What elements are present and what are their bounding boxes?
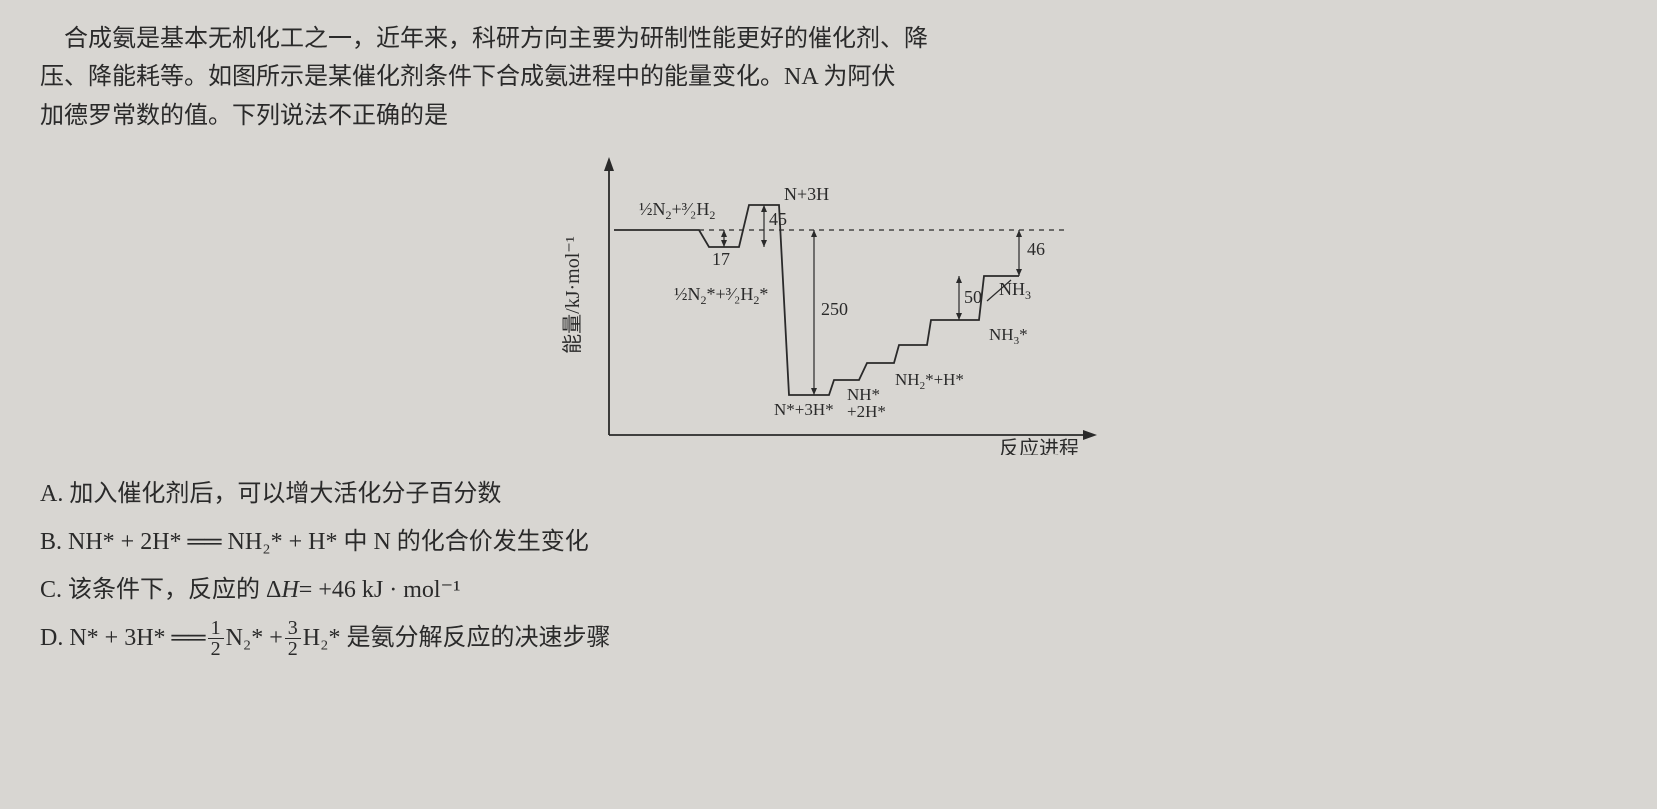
option-b-text: NH* + 2H* ══ NH₂* + H* 中 N 的化合价发生变化: [68, 518, 589, 566]
svg-text:½N2+³⁄₂H2: ½N2+³⁄₂H2: [639, 199, 715, 222]
option-d-mid2: H₂* 是氨分解反应的决速步骤: [303, 614, 611, 662]
energy-diagram: 能量/kJ·mol⁻¹ 反应进程 17 45 250 50 46: [549, 145, 1109, 455]
option-a-label: A.: [40, 470, 63, 518]
stem-line-1: 合成氨是基本无机化工之一，近年来，科研方向主要为研制性能更好的催化剂、降: [64, 26, 928, 52]
option-b-label: B.: [40, 518, 62, 566]
svg-text:17: 17: [712, 249, 730, 269]
option-c: C. 该条件下，反应的 Δ H = +46 kJ · mol⁻¹: [40, 566, 1617, 614]
option-a-text: 加入催化剂后，可以增大活化分子百分数: [69, 470, 501, 518]
svg-text:NH3*: NH3*: [989, 325, 1028, 347]
svg-text:NH3: NH3: [999, 279, 1031, 302]
energy-diagram-svg: 能量/kJ·mol⁻¹ 反应进程 17 45 250 50 46: [549, 145, 1109, 455]
option-c-text-pre: 该条件下，反应的 Δ: [68, 566, 281, 614]
svg-text:50: 50: [964, 287, 982, 307]
stem-line-3: 加德罗常数的值。下列说法不正确的是: [40, 103, 448, 129]
stem-line-2: 压、降能耗等。如图所示是某催化剂条件下合成氨进程中的能量变化。NA 为阿伏: [40, 64, 895, 90]
option-d: D. N* + 3H* ══ 12 N₂* + 32 H₂* 是氨分解反应的决速…: [40, 614, 1617, 662]
option-c-text-post: = +46 kJ · mol⁻¹: [299, 566, 461, 614]
svg-text:N+3H: N+3H: [784, 184, 829, 204]
question-stem: 合成氨是基本无机化工之一，近年来，科研方向主要为研制性能更好的催化剂、降 压、降…: [40, 20, 1617, 135]
svg-text:46: 46: [1027, 239, 1045, 259]
x-axis-label: 反应进程: [999, 437, 1079, 455]
option-b: B. NH* + 2H* ══ NH₂* + H* 中 N 的化合价发生变化: [40, 518, 1617, 566]
svg-text:½N2*+³⁄₂H2*: ½N2*+³⁄₂H2*: [674, 284, 768, 307]
answer-options: A. 加入催化剂后，可以增大活化分子百分数 B. NH* + 2H* ══ NH…: [40, 470, 1617, 662]
option-d-pre: N* + 3H* ══: [69, 614, 205, 662]
svg-text:+2H*: +2H*: [847, 402, 886, 421]
option-d-label: D.: [40, 614, 63, 662]
svg-text:NH2*+H*: NH2*+H*: [895, 370, 964, 392]
y-axis-label: 能量/kJ·mol⁻¹: [561, 236, 584, 354]
svg-text:N*+3H*: N*+3H*: [774, 400, 834, 419]
option-c-H: H: [281, 566, 298, 614]
option-d-mid1: N₂* +: [226, 614, 283, 662]
option-c-label: C.: [40, 566, 62, 614]
fraction-half-1: 12: [208, 618, 224, 659]
fraction-three-halves: 32: [285, 618, 301, 659]
option-a: A. 加入催化剂后，可以增大活化分子百分数: [40, 470, 1617, 518]
svg-text:45: 45: [769, 209, 787, 229]
svg-text:250: 250: [821, 299, 848, 319]
